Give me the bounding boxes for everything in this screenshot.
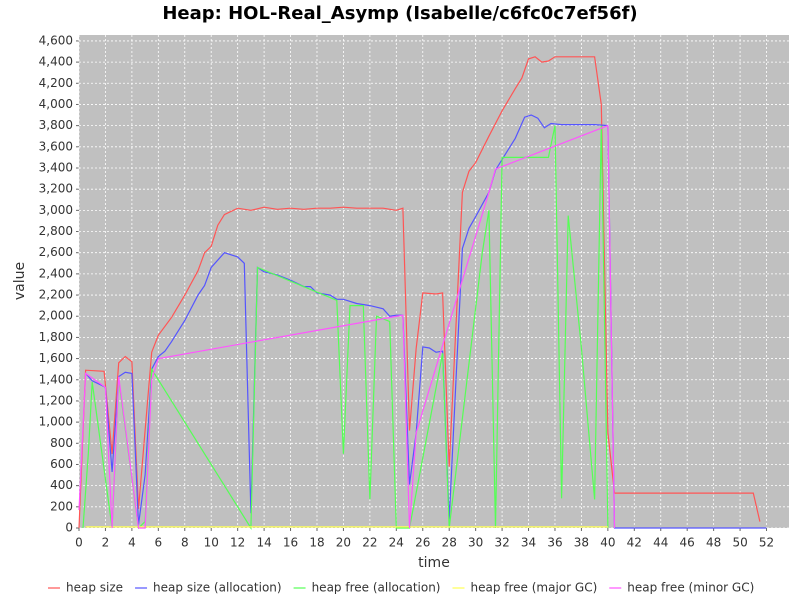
y-tick-label: 600 <box>50 457 73 471</box>
plot-area <box>79 35 789 528</box>
y-axis-label: value <box>12 262 28 300</box>
y-tick-label: 3,000 <box>39 203 73 217</box>
x-tick-label: 6 <box>155 536 163 550</box>
x-tick-label: 12 <box>230 536 245 550</box>
legend-label: heap free (major GC) <box>471 581 598 595</box>
x-tick-label: 52 <box>759 536 774 550</box>
y-tick-label: 1,200 <box>39 393 73 407</box>
y-tick-label: 3,400 <box>39 160 73 174</box>
y-tick-label: 800 <box>50 436 73 450</box>
x-tick-label: 14 <box>256 536 271 550</box>
x-tick-label: 24 <box>389 536 404 550</box>
x-tick-label: 34 <box>521 536 536 550</box>
legend-label: heap size (allocation) <box>153 581 282 595</box>
y-tick-label: 1,800 <box>39 330 73 344</box>
legend-label: heap free (minor GC) <box>627 581 754 595</box>
y-tick-label: 2,200 <box>39 288 73 302</box>
y-tick-label: 4,400 <box>39 55 73 69</box>
x-tick-label: 8 <box>181 536 189 550</box>
x-tick-label: 40 <box>600 536 615 550</box>
x-axis-label: time <box>418 555 450 571</box>
x-tick-label: 18 <box>309 536 324 550</box>
x-tick-label: 28 <box>442 536 457 550</box>
x-tick-label: 2 <box>102 536 110 550</box>
y-tick-label: 2,000 <box>39 309 73 323</box>
series-line <box>78 124 616 529</box>
x-tick-label: 44 <box>653 536 668 550</box>
x-tick-label: 22 <box>362 536 377 550</box>
x-tick-label: 48 <box>706 536 721 550</box>
x-tick-label: 26 <box>415 536 430 550</box>
x-tick-label: 10 <box>204 536 219 550</box>
y-tick-label: 2,800 <box>39 224 73 238</box>
y-tick-label: 200 <box>50 499 73 513</box>
legend-label: heap free (allocation) <box>312 581 441 595</box>
y-tick-label: 3,200 <box>39 182 73 196</box>
x-tick-label: 16 <box>283 536 298 550</box>
x-tick-label: 4 <box>128 536 136 550</box>
series-line <box>78 56 761 529</box>
legend-label: heap size <box>66 581 123 595</box>
y-tick-label: 4,000 <box>39 97 73 111</box>
y-tick-label: 3,600 <box>39 139 73 153</box>
y-tick-label: 2,600 <box>39 245 73 259</box>
x-tick-label: 30 <box>468 536 483 550</box>
x-tick-label: 50 <box>732 536 747 550</box>
x-tick-label: 0 <box>75 536 83 550</box>
y-tick-label: 1,400 <box>39 372 73 386</box>
y-tick-label: 4,600 <box>39 33 73 47</box>
series-line <box>82 125 609 531</box>
x-tick-label: 46 <box>680 536 695 550</box>
y-tick-label: 4,200 <box>39 76 73 90</box>
series-line <box>85 114 767 529</box>
y-tick-label: 3,800 <box>39 118 73 132</box>
x-tick-label: 36 <box>547 536 562 550</box>
y-tick-label: 2,400 <box>39 266 73 280</box>
y-tick-label: 0 <box>65 521 73 535</box>
x-tick-label: 42 <box>627 536 642 550</box>
x-tick-label: 32 <box>494 536 509 550</box>
x-tick-label: 38 <box>574 536 589 550</box>
chart-title: Heap: HOL-Real_Asymp (Isabelle/c6fc0c7ef… <box>162 3 637 24</box>
y-tick-label: 1,600 <box>39 351 73 365</box>
x-tick-label: 20 <box>336 536 351 550</box>
y-tick-label: 400 <box>50 478 73 492</box>
y-tick-label: 1,000 <box>39 415 73 429</box>
